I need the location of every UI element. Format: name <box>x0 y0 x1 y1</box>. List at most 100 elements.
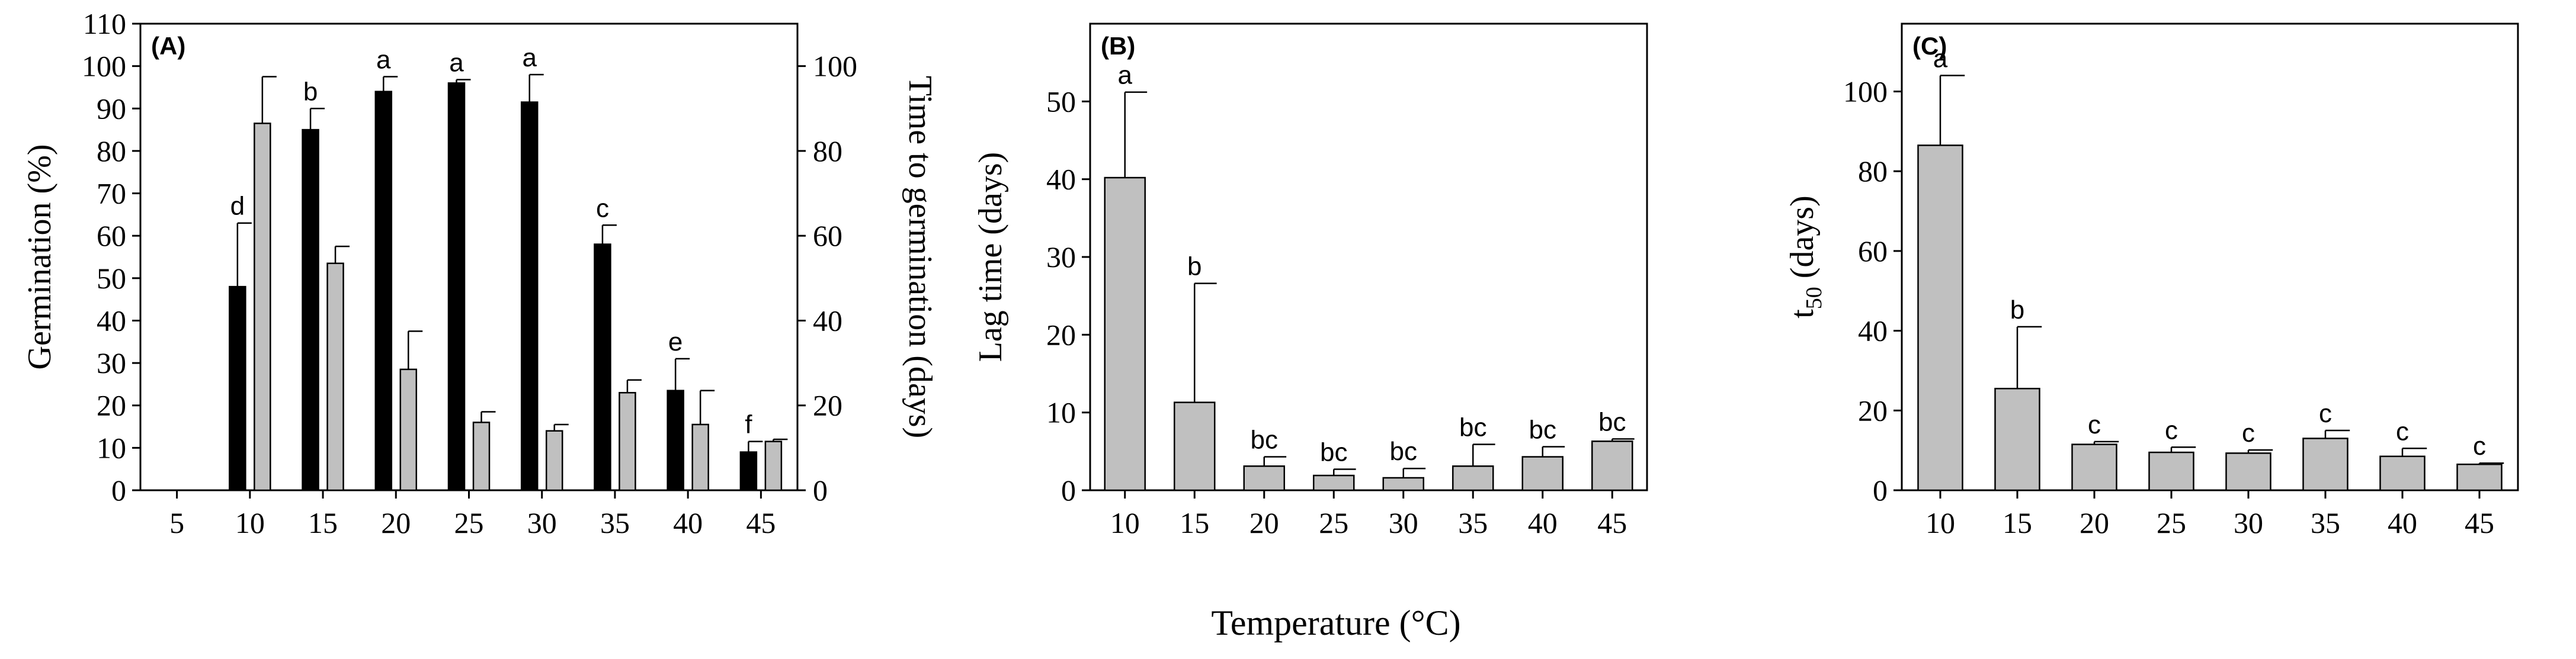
significance-letter: bc <box>1529 415 1556 444</box>
bar <box>302 128 319 491</box>
bar <box>1521 456 1563 491</box>
significance-letter: c <box>2242 419 2255 448</box>
significance-letter: a <box>376 46 391 75</box>
panel-label: (C) <box>1912 32 1947 60</box>
panel-label: (B) <box>1101 32 1135 60</box>
bar <box>2071 443 2117 491</box>
y-right-tick-label: 80 <box>813 134 842 168</box>
bar <box>619 391 636 491</box>
y-tick-label: 20 <box>1046 318 1076 351</box>
x-tick-label: 40 <box>2388 506 2417 539</box>
y-right-tick-label: 100 <box>813 50 857 83</box>
x-tick-label: 30 <box>2234 506 2263 539</box>
y-tick-label: 40 <box>1046 163 1076 196</box>
x-tick-label: 25 <box>454 506 484 539</box>
figure-x-axis-label: Temperature (°C) <box>1211 603 1460 642</box>
y-tick-label: 110 <box>83 7 126 40</box>
bar <box>1104 176 1146 491</box>
y-right-tick-label: 0 <box>813 474 828 507</box>
y-tick-label: 10 <box>1046 396 1076 429</box>
significance-letter: bc <box>1459 413 1486 442</box>
y-right-tick-label: 60 <box>813 219 842 252</box>
x-tick-label: 10 <box>235 506 265 539</box>
x-tick-label: 15 <box>2003 506 2032 539</box>
x-tick-label: 30 <box>527 506 557 539</box>
x-tick-label: 20 <box>1249 506 1279 539</box>
y-tick-label: 40 <box>1858 314 1888 348</box>
significance-letter: bc <box>1320 438 1347 467</box>
y-axis-label-sub: 50 <box>1802 287 1827 309</box>
y-tick-label: 70 <box>97 177 126 210</box>
x-tick-label: 20 <box>381 506 411 539</box>
y-tick-label: 80 <box>97 134 126 168</box>
bar <box>2302 438 2348 491</box>
y-tick-label: 10 <box>97 431 126 464</box>
bar <box>447 82 466 491</box>
significance-letter: a <box>1933 44 1948 73</box>
x-tick-label: 10 <box>1110 506 1140 539</box>
x-tick-label: 45 <box>2465 506 2494 539</box>
x-tick-label: 10 <box>1925 506 1955 539</box>
x-tick-label: 45 <box>1597 506 1627 539</box>
x-tick-label: 25 <box>2157 506 2186 539</box>
bar <box>1243 465 1285 491</box>
bar <box>1994 388 2040 491</box>
y-tick-label: 100 <box>82 50 126 83</box>
x-tick-label: 40 <box>673 506 703 539</box>
y-right-tick-label: 20 <box>813 389 842 422</box>
significance-letter: bc <box>1390 437 1417 466</box>
y-tick-label: 30 <box>97 346 126 380</box>
bar <box>2148 451 2194 491</box>
bar <box>520 101 539 491</box>
bar <box>1313 474 1355 491</box>
x-tick-label: 40 <box>1528 506 1558 539</box>
y-tick-label: 20 <box>1858 394 1888 427</box>
bar <box>2225 452 2271 491</box>
y-axis-label: t50 (days) <box>1784 195 1827 319</box>
y-tick-label: 90 <box>97 92 126 125</box>
bar <box>739 451 758 491</box>
y-tick-label: 20 <box>97 389 126 422</box>
x-tick-label: 35 <box>600 506 630 539</box>
bar <box>594 243 611 491</box>
bar <box>691 423 709 491</box>
y-tick-label: 60 <box>97 219 126 252</box>
y-tick-label: 60 <box>1858 234 1888 268</box>
panel-1: 0 10 20 30 40 50 60 70 80 90 100 110 0 20 40 60 80 100 5 10… <box>21 7 938 539</box>
y-tick-label: 0 <box>1873 474 1888 507</box>
significance-letter: b <box>2010 295 2024 324</box>
bar <box>229 285 246 491</box>
bar <box>1917 144 1963 491</box>
significance-letter: c <box>2165 416 2178 445</box>
bar <box>2456 463 2503 491</box>
bar <box>1452 465 1494 491</box>
significance-letter: bc <box>1251 426 1278 455</box>
significance-letter: c <box>2473 432 2486 461</box>
bar <box>545 430 563 491</box>
bar <box>667 390 684 491</box>
x-tick-label: 35 <box>1458 506 1488 539</box>
x-tick-label: 30 <box>1389 506 1418 539</box>
significance-letter: a <box>449 49 464 78</box>
y-tick-label: 100 <box>1843 75 1888 108</box>
y-tick-label: 0 <box>111 474 126 507</box>
x-tick-label: 25 <box>1319 506 1348 539</box>
significance-letter: c <box>2088 410 2101 439</box>
x-tick-label: 15 <box>308 506 338 539</box>
y-axis-label-main: t <box>1784 309 1821 319</box>
bar <box>254 123 271 491</box>
significance-letter: a <box>1118 61 1133 90</box>
panel-2: 0 10 20 30 40 50 10 15 20 25 30 35 40 45 a b bc bc bc bc bc b… <box>972 22 1648 539</box>
x-tick-label: 5 <box>169 506 184 539</box>
x-tick-label: 15 <box>1180 506 1209 539</box>
y-tick-label: 0 <box>1061 474 1076 507</box>
y-tick-label: 40 <box>97 304 126 337</box>
significance-letter: c <box>2319 399 2332 428</box>
x-tick-label: 20 <box>2080 506 2109 539</box>
significance-letter: e <box>668 327 683 356</box>
plot-frame <box>1901 22 2519 491</box>
y-axis-label-tail: (days) <box>1784 195 1821 287</box>
bar <box>2379 455 2426 491</box>
bar <box>326 262 344 491</box>
